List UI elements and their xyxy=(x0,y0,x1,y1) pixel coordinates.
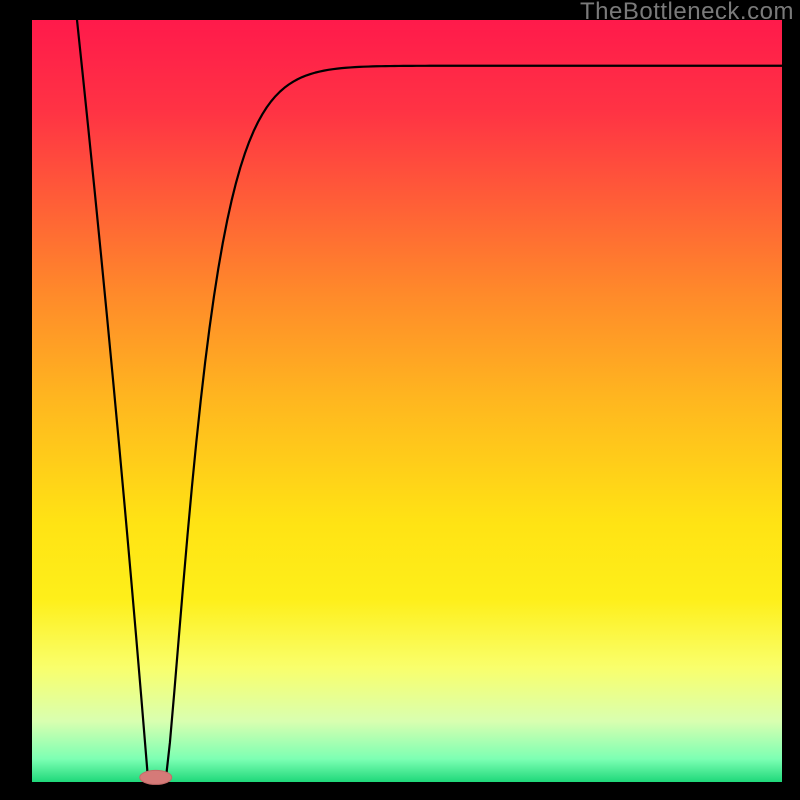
bottleneck-curve xyxy=(77,20,782,782)
curve-overlay xyxy=(0,0,800,800)
watermark-text: TheBottleneck.com xyxy=(580,0,794,26)
chart-container: TheBottleneck.com xyxy=(0,0,800,800)
minimum-marker xyxy=(140,770,172,784)
